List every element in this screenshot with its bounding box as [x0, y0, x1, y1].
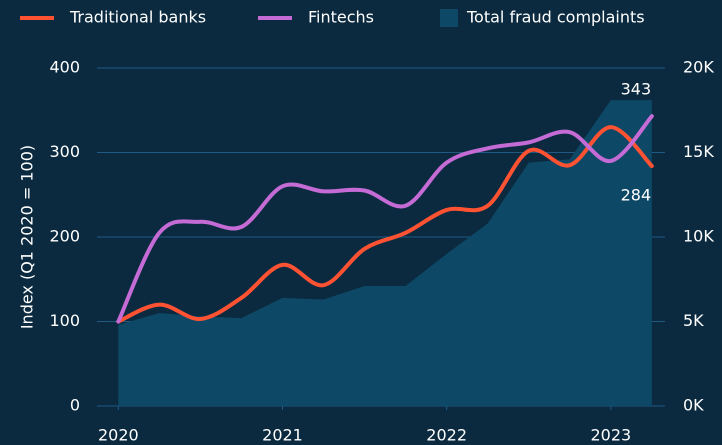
x-tick-label: 2021 [262, 426, 303, 445]
legend-label: Traditional banks [69, 8, 206, 27]
data-label: 284 [621, 186, 652, 205]
y2-tick-label: 15K [683, 142, 714, 161]
x-tick-label: 2023 [590, 426, 631, 445]
y-tick-label: 0 [70, 396, 80, 415]
y2-tick-label: 0K [683, 396, 704, 415]
line [116, 114, 654, 324]
y-tick-label: 200 [49, 227, 80, 246]
x-tick-label: 2020 [98, 426, 139, 445]
line [116, 125, 654, 324]
y2-tick-label: 10K [683, 227, 714, 246]
y-tick-label: 300 [49, 142, 80, 161]
y-tick-label: 400 [49, 58, 80, 77]
y2-tick-label: 5K [683, 311, 704, 330]
area [118, 100, 652, 407]
legend-label: Fintechs [308, 8, 374, 27]
y-tick-label: 100 [49, 311, 80, 330]
x-tick-label: 2022 [426, 426, 467, 445]
plot [116, 100, 654, 407]
legend-swatch [440, 9, 458, 27]
data-label: 343 [621, 80, 652, 99]
legend-label: Total fraud complaints [466, 8, 645, 27]
y2-tick-label: 20K [683, 58, 714, 77]
y-axis-label: Index (Q1 2020 = 100) [18, 145, 37, 329]
